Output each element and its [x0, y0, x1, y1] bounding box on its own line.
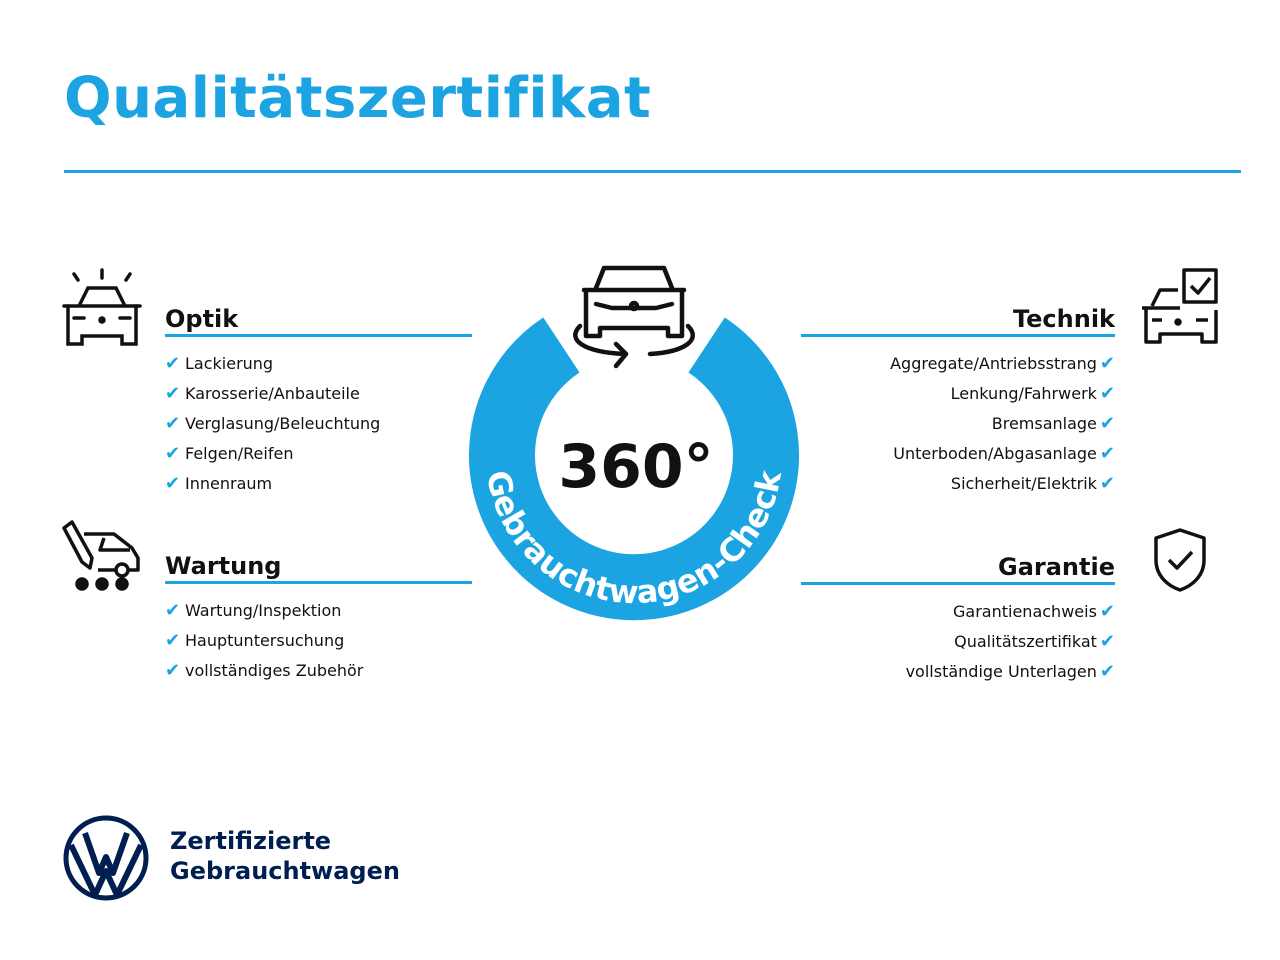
check-icon: ✔: [1099, 661, 1115, 682]
car-checkbox-icon: [1142, 268, 1218, 344]
check-icon: ✔: [165, 660, 181, 681]
list-item: ✔ Hauptuntersuchung: [165, 626, 472, 656]
section-heading: Optik: [165, 301, 472, 337]
list-item: Unterboden/Abgasanlage ✔: [801, 439, 1115, 469]
section-wartung: Wartung ✔ Wartung/Inspektion ✔ Hauptunters…: [165, 548, 472, 686]
check-icon: ✔: [165, 443, 181, 464]
service-van-icon: [62, 520, 140, 591]
title-divider: [64, 170, 1241, 173]
list-item: Qualitätszertifikat ✔: [801, 627, 1115, 657]
page-title: Qualitätszertifikat: [64, 66, 652, 131]
shield-check-icon: [1154, 528, 1206, 592]
check-icon: ✔: [1099, 413, 1115, 434]
section-technik: Technik Aggregate/Antriebsstrang ✔ Lenkun…: [801, 301, 1115, 499]
badge-number: 360°: [558, 432, 713, 502]
vw-logo: [63, 815, 149, 901]
check-icon: ✔: [1099, 631, 1115, 652]
check-icon: ✔: [1099, 353, 1115, 374]
list-item: Lenkung/Fahrwerk ✔: [801, 379, 1115, 409]
list-item: Garantienachweis ✔: [801, 597, 1115, 627]
badge-ring: [469, 317, 799, 621]
section-optik: Optik ✔ Lackierung ✔ Karosserie/Anbauteile…: [165, 301, 472, 499]
car-rotate-icon: [573, 265, 695, 369]
list-item: ✔ Wartung/Inspektion: [165, 596, 472, 626]
list-item: Bremsanlage ✔: [801, 409, 1115, 439]
list-item: ✔ Felgen/Reifen: [165, 439, 472, 469]
list-item: ✔ Innenraum: [165, 469, 472, 499]
check-icon: ✔: [165, 600, 181, 621]
section-heading: Technik: [801, 301, 1115, 337]
list-item: Aggregate/Antriebsstrang ✔: [801, 349, 1115, 379]
brand-text: Zertifizierte Gebrauchtwagen: [170, 827, 400, 885]
list-item: ✔ Verglasung/Beleuchtung: [165, 409, 472, 439]
list-item: vollständige Unterlagen ✔: [801, 657, 1115, 687]
check-icon: ✔: [165, 413, 181, 434]
check-icon: ✔: [1099, 601, 1115, 622]
car-lights-icon: [62, 268, 142, 346]
check-icon: ✔: [165, 473, 181, 494]
check-icon: ✔: [1099, 443, 1115, 464]
list-item: ✔ vollständiges Zubehör: [165, 656, 472, 686]
section-garantie: Garantie Garantienachweis ✔ Qualitätszert…: [801, 549, 1115, 687]
check-icon: ✔: [1099, 383, 1115, 404]
list-item: ✔ Lackierung: [165, 349, 472, 379]
section-heading: Wartung: [165, 548, 472, 584]
section-heading: Garantie: [801, 549, 1115, 585]
check-icon: ✔: [165, 353, 181, 374]
check-icon: ✔: [1099, 473, 1115, 494]
list-item: Sicherheit/Elektrik ✔: [801, 469, 1115, 499]
check-icon: ✔: [165, 630, 181, 651]
check-icon: ✔: [165, 383, 181, 404]
list-item: ✔ Karosserie/Anbauteile: [165, 379, 472, 409]
